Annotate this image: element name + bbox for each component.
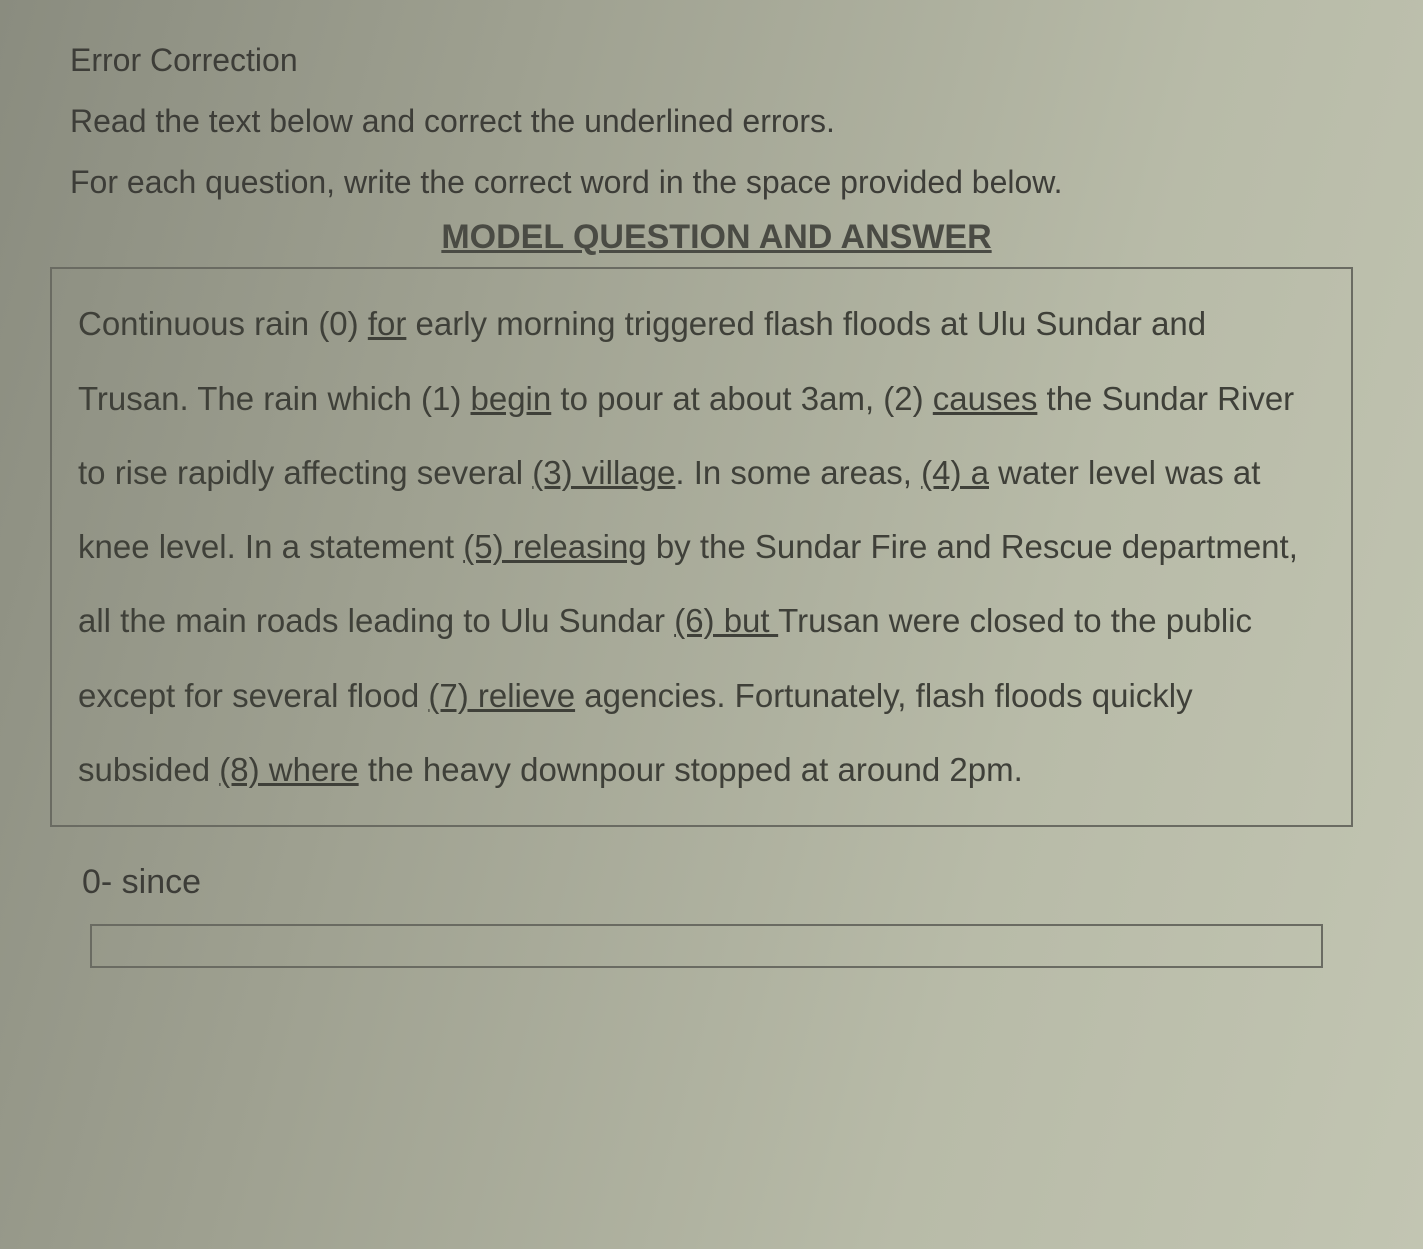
underline-4-a: (4) a (921, 454, 989, 491)
passage-text: to pour at about 3am, (2) (551, 380, 933, 417)
worksheet-page: Error Correction Read the text below and… (0, 0, 1423, 1249)
model-heading: MODEL QUESTION AND ANSWER (70, 218, 1363, 257)
underline-7-relieve: (7) relieve (428, 677, 575, 714)
underline-8-where: (8) where (219, 751, 358, 788)
passage-text: Continuous rain (0) (78, 305, 368, 342)
underline-2-causes: causes (933, 380, 1038, 417)
underline-3-village: (3) village (532, 454, 675, 491)
instruction-line-3: For each question, write the correct wor… (70, 152, 1363, 213)
underline-6-but: (6) but (674, 602, 778, 639)
passage-text: . In some areas, (675, 454, 921, 491)
underline-1-begin: begin (471, 380, 552, 417)
answer-grid-box (90, 924, 1323, 968)
passage-text: the heavy downpour stopped at around 2pm… (359, 751, 1023, 788)
instruction-title: Error Correction (70, 30, 1363, 91)
instructions-block: Error Correction Read the text below and… (70, 30, 1363, 212)
underline-5-releasing: (5) releasing (463, 528, 646, 565)
passage-box: Continuous rain (0) for early morning tr… (50, 267, 1353, 827)
answer-0-since: 0- since (82, 863, 1363, 902)
underline-0-for: for (368, 305, 407, 342)
instruction-line-2: Read the text below and correct the unde… (70, 91, 1363, 152)
